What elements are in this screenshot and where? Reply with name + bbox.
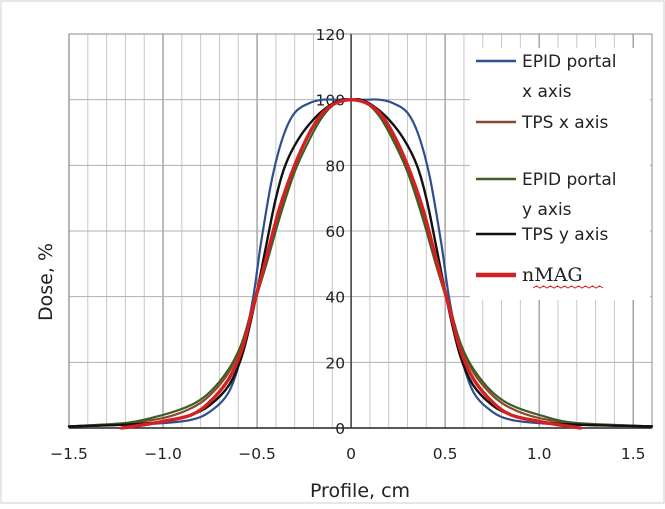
y-axis-label: Dose, %	[35, 243, 57, 321]
spellcheck-underline	[532, 285, 604, 289]
x-tick-label: 1.0	[527, 445, 552, 463]
y-tick-label: 100	[316, 92, 346, 110]
legend: EPID portal x axis TPS x axis EPID portal y …	[470, 48, 650, 300]
x-tick-label: −1.0	[144, 445, 182, 463]
x-tick-label: −1.5	[50, 445, 88, 463]
legend-item-nmag: nMAG	[522, 264, 583, 286]
legend-item-epid-portal-x-axis-line2: x axis	[522, 82, 572, 102]
y-tick-label: 120	[316, 26, 346, 44]
x-tick-label: −0.5	[238, 445, 276, 463]
x-axis-label: Profile, cm	[310, 480, 410, 502]
x-tick-label: 1.5	[621, 445, 646, 463]
legend-item-epid-portal-y-axis-line2: y axis	[522, 200, 572, 220]
series-nmag	[120, 98, 583, 430]
series-lines	[67, 98, 654, 430]
y-tick-label: 60	[325, 223, 345, 241]
x-tick-labels: −1.5 −1.0 −0.5 0 0.5 1.0 1.5	[50, 445, 645, 463]
legend-item-tps-y-axis: TPS y axis	[521, 225, 608, 245]
y-tick-labels: 0 20 40 60 80 100 120	[316, 26, 346, 438]
legend-item-tps-x-axis: TPS x axis	[521, 113, 608, 133]
x-tick-label: 0	[346, 445, 356, 463]
legend-item-epid-portal-y-axis: EPID portal	[522, 170, 617, 190]
y-tick-label: 0	[335, 420, 345, 438]
x-tick-label: 0.5	[433, 445, 458, 463]
y-tick-label: 40	[325, 289, 345, 307]
legend-background	[470, 48, 650, 300]
y-tick-label: 80	[325, 157, 345, 175]
legend-item-epid-portal-x-axis: EPID portal	[522, 52, 617, 72]
y-tick-label: 20	[325, 354, 345, 372]
